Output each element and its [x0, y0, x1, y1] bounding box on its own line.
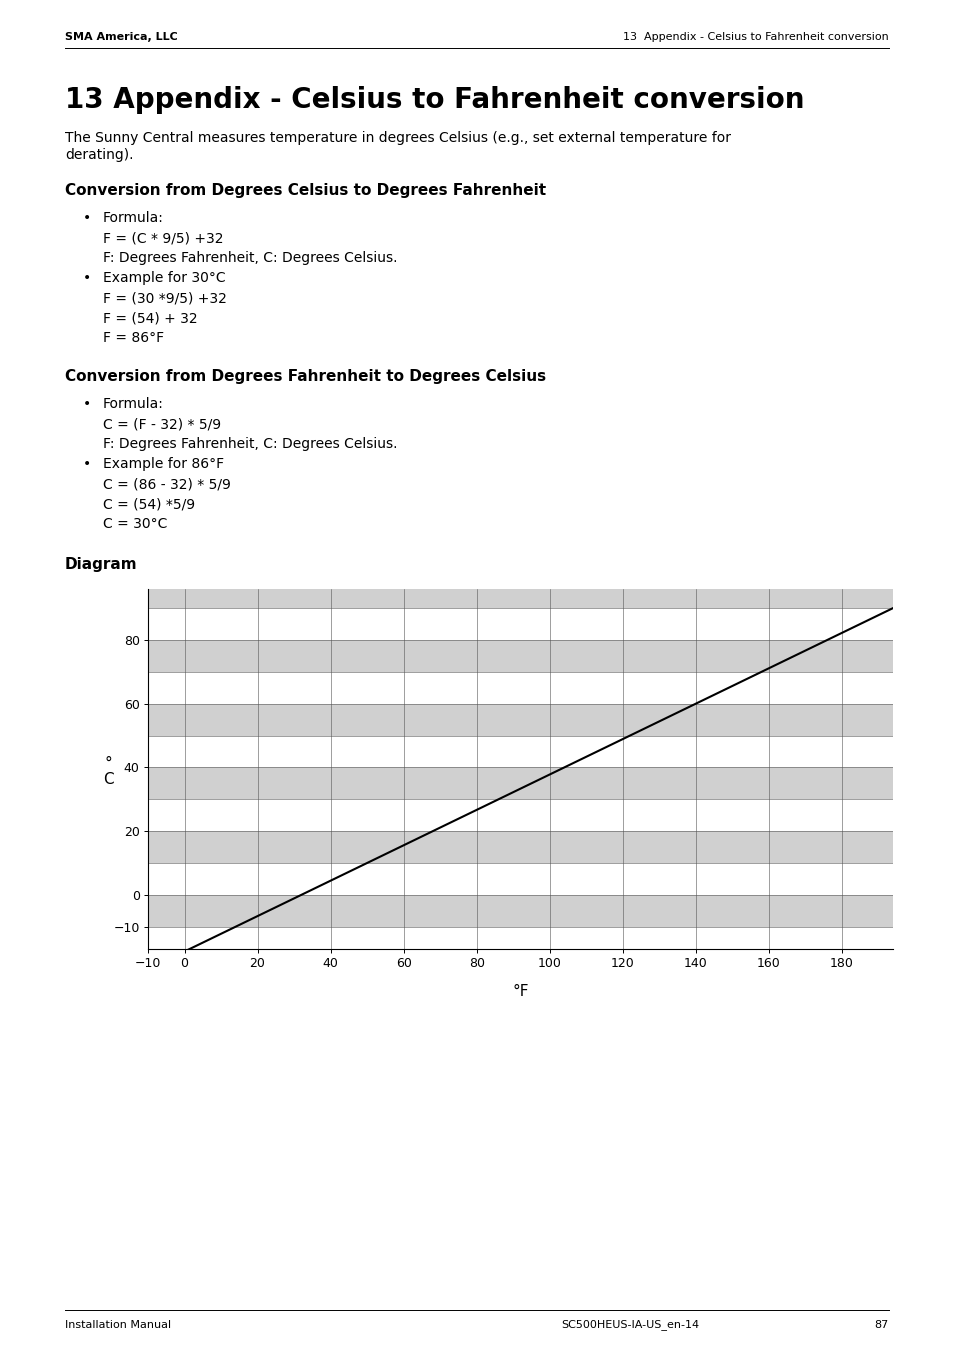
Bar — [148, 768, 892, 799]
Bar — [148, 735, 892, 768]
Text: Formula:: Formula: — [103, 397, 164, 411]
Text: 13 Appendix - Celsius to Fahrenheit conversion: 13 Appendix - Celsius to Fahrenheit conv… — [65, 87, 803, 114]
X-axis label: °F: °F — [512, 984, 528, 999]
Text: °: ° — [104, 756, 112, 771]
Text: •: • — [83, 457, 91, 470]
Text: Diagram: Diagram — [65, 557, 137, 572]
Text: C = (86 - 32) * 5/9: C = (86 - 32) * 5/9 — [103, 477, 231, 491]
Text: C = (54) *5/9: C = (54) *5/9 — [103, 498, 195, 511]
Text: C = 30°C: C = 30°C — [103, 516, 167, 531]
Text: •: • — [83, 211, 91, 224]
Bar — [148, 672, 892, 703]
Bar — [148, 799, 892, 831]
Text: C: C — [103, 772, 113, 787]
Text: F = 86°F: F = 86°F — [103, 331, 164, 345]
Text: Conversion from Degrees Fahrenheit to Degrees Celsius: Conversion from Degrees Fahrenheit to De… — [65, 369, 545, 384]
Text: •: • — [83, 270, 91, 285]
Bar — [148, 576, 892, 608]
Text: Example for 30°C: Example for 30°C — [103, 270, 226, 285]
Text: Example for 86°F: Example for 86°F — [103, 457, 224, 470]
Text: F: Degrees Fahrenheit, C: Degrees Celsius.: F: Degrees Fahrenheit, C: Degrees Celsiu… — [103, 251, 397, 265]
Text: F: Degrees Fahrenheit, C: Degrees Celsius.: F: Degrees Fahrenheit, C: Degrees Celsiu… — [103, 437, 397, 452]
Bar — [148, 926, 892, 959]
Bar — [148, 895, 892, 926]
Text: Installation Manual: Installation Manual — [65, 1320, 171, 1330]
Text: Conversion from Degrees Celsius to Degrees Fahrenheit: Conversion from Degrees Celsius to Degre… — [65, 183, 545, 197]
Text: F = (C * 9/5) +32: F = (C * 9/5) +32 — [103, 231, 223, 245]
Bar — [148, 639, 892, 672]
Bar — [148, 831, 892, 863]
Text: •: • — [83, 397, 91, 411]
Bar — [148, 703, 892, 735]
Text: 87: 87 — [874, 1320, 888, 1330]
Text: SC500HEUS-IA-US_en-14: SC500HEUS-IA-US_en-14 — [560, 1320, 699, 1330]
Text: derating).: derating). — [65, 147, 133, 162]
Text: C = (F - 32) * 5/9: C = (F - 32) * 5/9 — [103, 416, 221, 431]
Text: The Sunny Central measures temperature in degrees Celsius (e.g., set external te: The Sunny Central measures temperature i… — [65, 131, 730, 145]
Text: Formula:: Formula: — [103, 211, 164, 224]
Bar — [148, 863, 892, 895]
Bar — [148, 608, 892, 639]
Text: SMA America, LLC: SMA America, LLC — [65, 32, 177, 42]
Text: 13  Appendix - Celsius to Fahrenheit conversion: 13 Appendix - Celsius to Fahrenheit conv… — [622, 32, 888, 42]
Text: F = (54) + 32: F = (54) + 32 — [103, 311, 197, 324]
Text: F = (30 *9/5) +32: F = (30 *9/5) +32 — [103, 291, 227, 306]
